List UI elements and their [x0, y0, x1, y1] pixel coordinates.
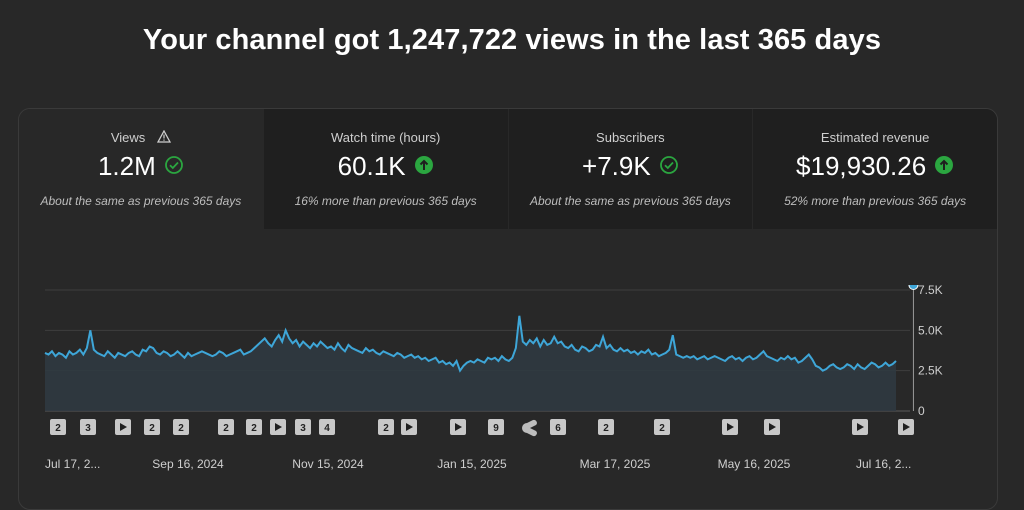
marker-count: 2	[55, 423, 61, 434]
shorts-icon	[522, 419, 537, 437]
marker-count: 3	[85, 423, 91, 434]
video-count-marker[interactable]: 2	[144, 419, 160, 435]
marker-count: 4	[324, 423, 330, 434]
video-marker[interactable]	[115, 419, 131, 435]
shorts-marker[interactable]	[522, 419, 537, 437]
marker-count: 6	[555, 423, 561, 434]
video-count-marker[interactable]: 2	[654, 419, 670, 435]
video-count-marker[interactable]: 2	[218, 419, 234, 435]
play-icon	[727, 423, 734, 431]
tab-views-label: Views	[110, 130, 146, 145]
views-chart-svg[interactable]: 7.5K 5.0K 2.5K 0 2 3 2 2 2 2 3 4 2 9 6 2 2 Jul 17, 2...…	[18, 285, 1008, 491]
video-count-marker[interactable]: 3	[295, 419, 311, 435]
video-marker[interactable]	[270, 419, 286, 435]
video-marker[interactable]	[401, 419, 417, 435]
x-tick-label: Sep 16, 2024	[152, 457, 224, 471]
tab-subscribers[interactable]: Subscribers +7.9K About the same as prev…	[508, 109, 754, 229]
tab-subscribers-value: +7.9K	[582, 151, 651, 181]
tab-watch-time[interactable]: Watch time (hours) 60.1K 16% more than p…	[263, 109, 509, 229]
marker-count: 2	[149, 423, 155, 434]
views-chart[interactable]: 7.5K 5.0K 2.5K 0 2 3 2 2 2 2 3 4 2 9 6 2 2 Jul 17, 2...…	[18, 285, 1008, 491]
y-tick-label: 7.5K	[918, 285, 943, 297]
video-count-marker[interactable]: 2	[50, 419, 66, 435]
arrow-up-circle-icon	[934, 151, 954, 182]
views-area	[45, 315, 896, 411]
check-circle-outline-icon	[164, 151, 184, 182]
tab-watch-time-note: 16% more than previous 365 days	[294, 194, 477, 208]
x-tick-label: Nov 15, 2024	[292, 457, 364, 471]
marker-count: 2	[603, 423, 609, 434]
marker-count: 2	[659, 423, 665, 434]
video-count-marker[interactable]: 2	[173, 419, 189, 435]
video-marker[interactable]	[852, 419, 868, 435]
x-tick-label: Jul 17, 2...	[45, 457, 100, 471]
marker-count: 2	[223, 423, 229, 434]
play-icon	[769, 423, 776, 431]
tab-views[interactable]: Views 1.2M About the same as previous 36…	[19, 109, 264, 229]
marker-count: 9	[493, 423, 499, 434]
video-count-marker[interactable]: 2	[378, 419, 394, 435]
x-tick-label: Mar 17, 2025	[580, 457, 651, 471]
metric-tabs: Views 1.2M About the same as previous 36…	[19, 109, 997, 229]
tab-revenue[interactable]: Estimated revenue $19,930.26 52% more th…	[753, 109, 997, 229]
video-count-marker[interactable]: 9	[488, 419, 504, 435]
video-marker[interactable]	[764, 419, 780, 435]
check-circle-outline-icon	[659, 151, 679, 182]
tab-watch-time-value: 60.1K	[337, 151, 406, 181]
play-icon	[903, 423, 910, 431]
x-tick-label: Jan 15, 2025	[437, 457, 507, 471]
y-tick-label: 2.5K	[918, 364, 943, 378]
play-icon	[406, 423, 413, 431]
video-marker[interactable]	[722, 419, 738, 435]
video-count-marker[interactable]: 3	[80, 419, 96, 435]
video-marker[interactable]	[898, 419, 914, 435]
tab-views-note: About the same as previous 365 days	[40, 194, 242, 208]
video-count-marker[interactable]: 6	[550, 419, 566, 435]
play-icon	[857, 423, 864, 431]
video-count-marker[interactable]: 2	[246, 419, 262, 435]
tab-watch-time-label: Watch time (hours)	[330, 130, 441, 145]
y-tick-label: 0	[918, 404, 925, 418]
tab-revenue-note: 52% more than previous 365 days	[784, 194, 967, 208]
marker-count: 3	[300, 423, 306, 434]
tab-views-value: 1.2M	[97, 151, 156, 181]
tab-subscribers-note: About the same as previous 365 days	[529, 194, 731, 208]
x-tick-label: Jul 16, 2...	[856, 457, 911, 471]
page-headline: Your channel got 1,247,722 views in the …	[142, 24, 882, 56]
video-marker[interactable]	[450, 419, 466, 435]
x-tick-label: May 16, 2025	[718, 457, 791, 471]
video-count-marker[interactable]: 2	[598, 419, 614, 435]
hover-point[interactable]	[908, 285, 919, 290]
tab-revenue-value: $19,930.26	[796, 151, 927, 181]
play-icon	[275, 423, 282, 431]
marker-count: 2	[383, 423, 389, 434]
tab-revenue-label: Estimated revenue	[820, 130, 930, 145]
views-line	[44, 315, 897, 373]
marker-count: 2	[178, 423, 184, 434]
play-icon	[455, 423, 462, 431]
metrics-card: Views 1.2M About the same as previous 36…	[18, 108, 998, 510]
warning-triangle-icon[interactable]	[156, 129, 172, 146]
play-icon	[120, 423, 127, 431]
tab-subscribers-label: Subscribers	[596, 130, 665, 145]
video-count-marker[interactable]: 4	[319, 419, 335, 435]
y-tick-label: 5.0K	[918, 323, 943, 337]
marker-count: 2	[251, 423, 257, 434]
arrow-up-circle-icon	[414, 151, 434, 182]
